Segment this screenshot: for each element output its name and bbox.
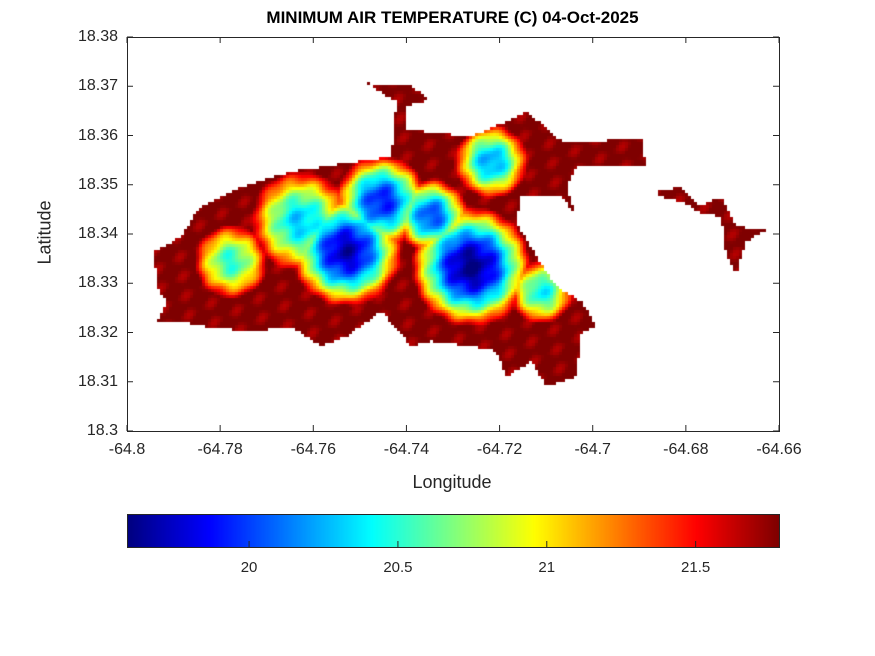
y-tick-label: 18.35 — [77, 175, 118, 193]
y-tick-label: 18.33 — [77, 274, 118, 292]
x-tick-label: -64.76 — [290, 441, 336, 458]
y-tick-label: 18.32 — [77, 323, 118, 341]
x-tick-label: -64.68 — [663, 441, 709, 458]
x-tick-label: -64.66 — [756, 441, 802, 458]
y-tick-label: 18.36 — [77, 126, 118, 144]
colorbar-tick-label: 20.5 — [383, 559, 413, 576]
chart-title: MINIMUM AIR TEMPERATURE (C) 04-Oct-2025 — [266, 8, 639, 27]
y-tick-label: 18.37 — [77, 77, 118, 95]
colorbar-tick-label: 21.5 — [681, 559, 711, 576]
x-tick-label: -64.7 — [574, 441, 611, 458]
x-tick-label: -64.72 — [476, 441, 523, 458]
y-tick-label: 18.34 — [77, 225, 118, 242]
colorbar-tick-label: 20 — [240, 559, 258, 576]
y-tick-label: 18.31 — [77, 372, 118, 390]
x-tick-label: -64.8 — [108, 441, 146, 458]
y-tick-label: 18.3 — [86, 422, 118, 439]
x-axis-label: Longitude — [412, 472, 492, 492]
colorbar — [127, 514, 779, 547]
y-tick-label: 18.38 — [77, 28, 118, 45]
heatmap-plot-area — [127, 37, 779, 431]
y-axis-label: Latitude — [34, 200, 55, 265]
x-tick-label: -64.74 — [383, 441, 430, 458]
colorbar-tick-label: 21 — [538, 559, 556, 576]
x-tick-label: -64.78 — [197, 441, 243, 458]
